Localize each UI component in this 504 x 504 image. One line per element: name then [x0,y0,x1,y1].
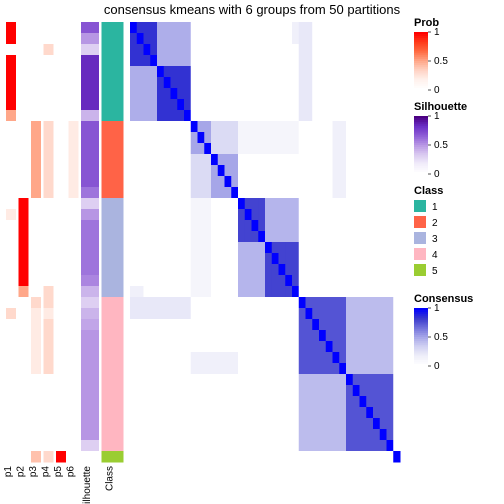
svg-text:Consensus: Consensus [414,293,473,305]
svg-text:0.5: 0.5 [434,56,448,67]
svg-text:Silhouette: Silhouette [414,101,467,113]
svg-text:0.5: 0.5 [434,140,448,151]
svg-text:0: 0 [434,169,440,180]
heatmap-svg: p1p2p3p4p5p6SilhouetteClassProb10.50Silh… [0,0,504,504]
svg-text:p3: p3 [28,466,39,478]
svg-text:p1: p1 [3,466,14,478]
svg-text:3: 3 [432,234,438,245]
svg-text:p2: p2 [16,466,27,478]
svg-text:Class: Class [414,185,443,197]
svg-text:p6: p6 [66,466,77,478]
svg-text:0: 0 [434,85,440,96]
svg-text:1: 1 [434,111,440,122]
svg-text:1: 1 [432,202,438,213]
svg-text:p4: p4 [41,466,52,478]
svg-text:5: 5 [432,266,438,277]
svg-text:Silhouette: Silhouette [82,466,93,504]
svg-text:1: 1 [434,27,440,38]
svg-text:Class: Class [105,466,116,491]
svg-text:2: 2 [432,218,438,229]
svg-text:4: 4 [432,250,438,261]
svg-text:0.5: 0.5 [434,332,448,343]
svg-text:p5: p5 [53,466,64,478]
svg-text:0: 0 [434,361,440,372]
svg-text:1: 1 [434,303,440,314]
